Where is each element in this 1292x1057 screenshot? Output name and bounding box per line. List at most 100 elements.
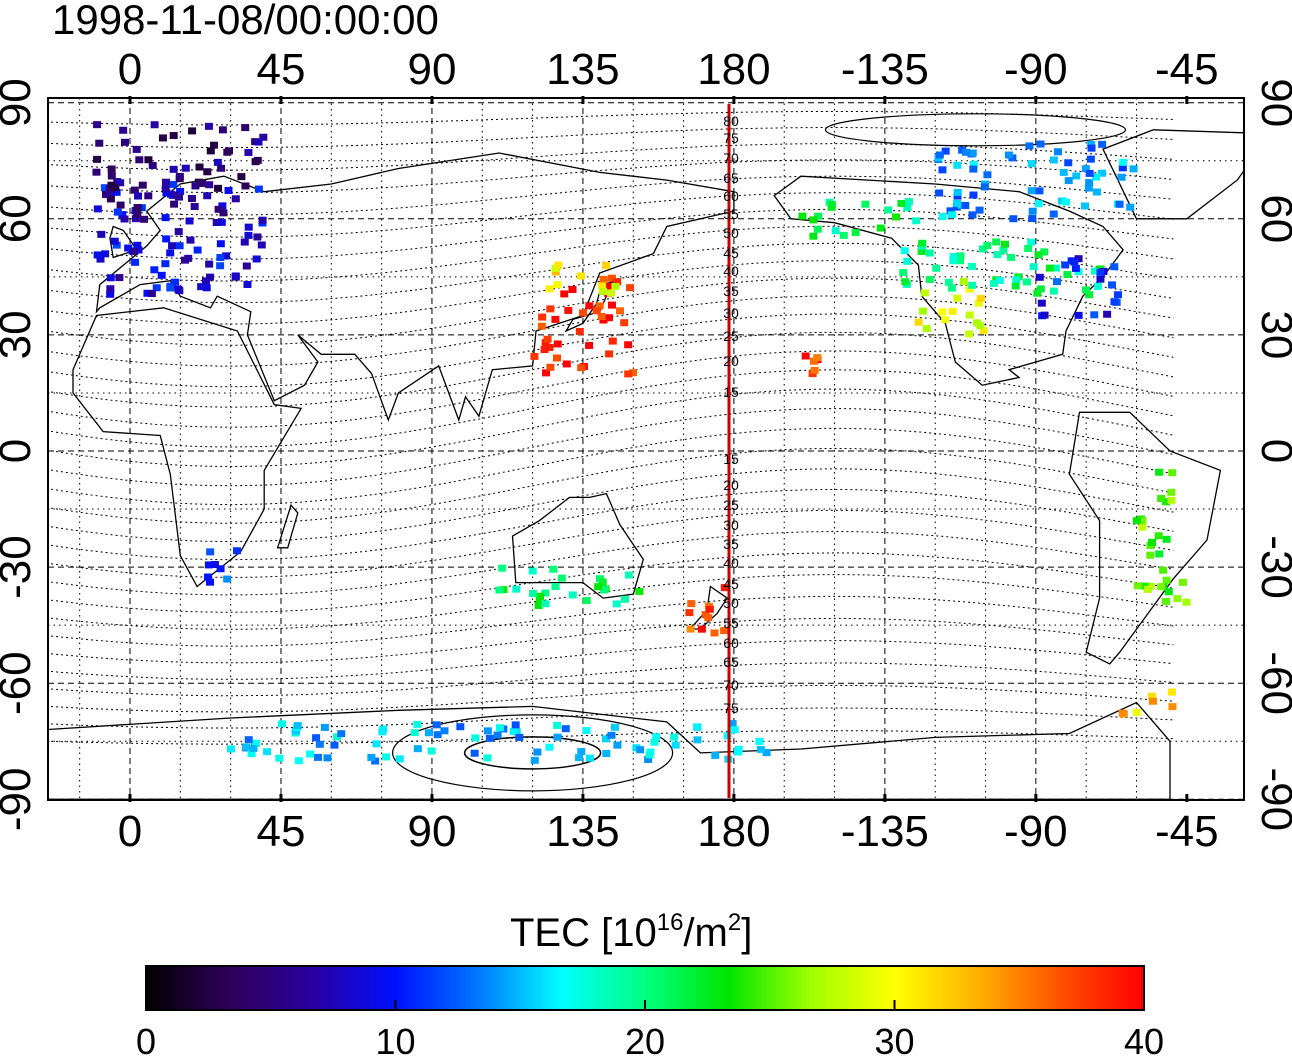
tec-cell [93, 251, 102, 259]
tec-cell [382, 753, 391, 761]
tec-cell [254, 185, 263, 193]
tec-cell [545, 285, 554, 293]
tec-cell [174, 193, 183, 201]
tec-cell [511, 721, 520, 729]
tec-cell [118, 211, 127, 219]
latitude-tick-label: -30 [0, 535, 40, 599]
tec-cell [1087, 140, 1096, 148]
tec-cell [925, 249, 934, 257]
tec-cell [560, 290, 569, 298]
tec-cell [949, 257, 958, 265]
tec-cell [499, 586, 508, 594]
magnetic-contour [48, 192, 1174, 238]
tec-cell [903, 204, 912, 212]
tec-cell [188, 127, 197, 135]
tec-cell [337, 730, 346, 738]
tec-cell [693, 723, 702, 731]
magnetic-contour [48, 143, 1174, 171]
tec-cell [975, 206, 984, 214]
tec-cell [185, 217, 194, 225]
tec-cell [577, 272, 586, 280]
tec-cell [1085, 291, 1094, 299]
tec-cell [134, 246, 143, 254]
tec-cell [914, 318, 923, 326]
tec-cell [367, 753, 376, 761]
tec-cell [186, 236, 195, 244]
tec-cell [1119, 158, 1128, 166]
tec-cell [1168, 703, 1177, 711]
tec-cell [607, 301, 616, 309]
tec-cell [961, 202, 970, 210]
tec-cell [278, 720, 287, 728]
tec-cell [320, 723, 329, 731]
tec-cell [607, 731, 616, 739]
latitude-tick-label: 90 [1252, 78, 1292, 127]
tec-cell [257, 241, 266, 249]
coastline [72, 307, 303, 588]
tec-cell [493, 731, 502, 739]
tec-cell [315, 740, 324, 748]
longitude-tick-label: 180 [697, 45, 770, 94]
tec-cell [223, 148, 232, 156]
contour-label: 25 [723, 328, 739, 344]
tec-cell [224, 186, 233, 194]
tec-cell [119, 126, 128, 134]
longitude-tick-label: 180 [697, 807, 770, 856]
tec-cell [1129, 165, 1138, 173]
tec-cell [711, 751, 720, 759]
tec-cell [956, 252, 965, 260]
tec-cell [216, 253, 225, 261]
tec-cell [1074, 255, 1083, 263]
tec-cell [542, 369, 551, 377]
tec-cell [953, 192, 962, 200]
tec-cell [813, 225, 822, 233]
tec-cell [1092, 188, 1101, 196]
tec-cell [138, 181, 147, 189]
tec-cell [798, 212, 807, 220]
tec-cell [1001, 240, 1010, 248]
colorbar-label: TEC [1016/m2] [510, 909, 752, 955]
tec-cell [604, 282, 613, 290]
tec-cell [530, 756, 539, 764]
tec-cell [533, 748, 542, 756]
tec-cell [546, 305, 555, 313]
contour-label: 20 [723, 353, 739, 369]
tec-cell [1072, 172, 1081, 180]
tec-cell [1062, 198, 1071, 206]
tec-cell [730, 726, 739, 734]
tec-cell [166, 284, 175, 292]
tec-cell [1155, 468, 1164, 476]
tec-cell [1074, 311, 1083, 319]
magnetic-contour [48, 313, 1174, 388]
tec-cell [1025, 142, 1034, 150]
tec-cell [917, 247, 926, 255]
lat-lon-grid [48, 98, 1244, 800]
tec-cell [1096, 268, 1105, 276]
tec-cell [1035, 273, 1044, 281]
tec-cell [585, 754, 594, 762]
tec-cell [755, 737, 764, 745]
tec-cell [161, 214, 170, 222]
tec-cell [1087, 144, 1096, 152]
tec-cell [595, 302, 604, 310]
tec-cell [214, 205, 223, 213]
tec-cell [1085, 169, 1094, 177]
tec-cell [440, 727, 449, 735]
tec-cell [652, 733, 661, 741]
latitude-tick-label: 30 [1252, 310, 1292, 359]
tec-cell [1132, 708, 1141, 716]
colorbar-tick-label: 40 [1124, 1021, 1164, 1057]
tec-cell [1064, 177, 1073, 185]
tec-cell [140, 215, 149, 223]
tec-cell [1085, 179, 1094, 187]
tec-cell [562, 360, 571, 368]
tec-cell [306, 750, 315, 758]
tec-cell [538, 313, 547, 321]
tec-cell [944, 278, 953, 286]
tec-cell [1059, 168, 1068, 176]
tec-cell [1164, 588, 1173, 596]
tec-cell [216, 565, 225, 573]
tec-cell [1162, 576, 1171, 584]
tec-cell [110, 237, 119, 245]
tec-cell [471, 734, 480, 742]
